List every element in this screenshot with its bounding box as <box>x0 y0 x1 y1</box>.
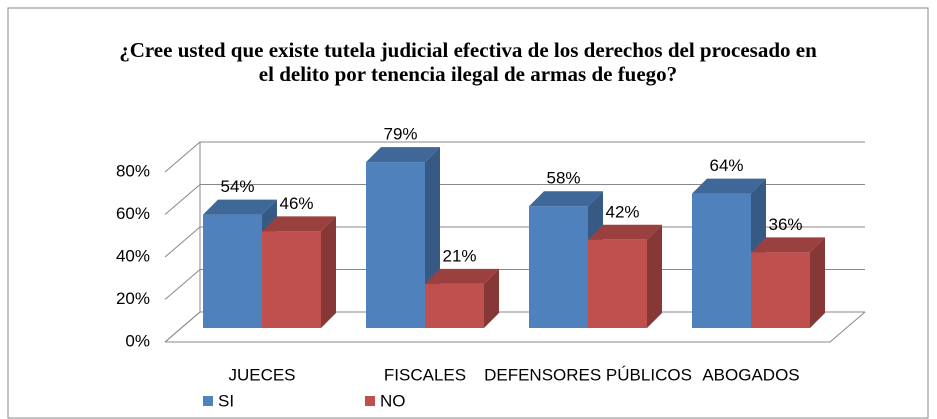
y-tick-label: 80% <box>116 161 150 180</box>
bar <box>692 193 751 328</box>
data-label: 42% <box>605 202 639 221</box>
data-label: 54% <box>220 177 254 196</box>
data-label: 58% <box>546 169 580 188</box>
legend-swatch <box>365 396 375 406</box>
data-label: 79% <box>383 125 417 144</box>
bar-top <box>751 237 825 253</box>
bar <box>529 206 588 328</box>
legend-label: NO <box>380 391 406 410</box>
bar <box>203 214 262 328</box>
bar-top <box>425 268 499 284</box>
x-tick-label: FISCALES <box>384 365 466 384</box>
x-tick-label: DEFENSORES PÚBLICOS <box>484 365 692 384</box>
bar <box>262 231 321 328</box>
bar-side <box>647 224 662 328</box>
bar-top <box>203 199 277 215</box>
bar-top <box>262 216 336 232</box>
bar-top <box>692 178 766 194</box>
bar <box>366 162 425 328</box>
data-label: 36% <box>768 215 802 234</box>
legend-label: SI <box>218 391 234 410</box>
grid-line <box>164 141 865 173</box>
data-label: 21% <box>442 246 476 265</box>
bar-side <box>810 237 825 328</box>
y-tick-label: 60% <box>116 204 150 223</box>
bar-top <box>588 224 662 240</box>
y-tick-label: 40% <box>116 246 150 265</box>
bar-side <box>321 216 336 328</box>
floor <box>165 311 866 343</box>
data-label: 64% <box>709 156 743 175</box>
chart-frame <box>7 7 929 419</box>
x-tick-label: JUECES <box>228 365 295 384</box>
grid-line <box>164 184 865 215</box>
bar-top <box>366 147 440 163</box>
x-tick-label: ABOGADOS <box>702 365 799 384</box>
bar-side <box>484 268 499 328</box>
bar <box>425 283 484 328</box>
bar <box>751 252 810 328</box>
legend-swatch <box>203 396 213 406</box>
bar <box>588 239 647 328</box>
y-tick-label: 20% <box>116 289 150 308</box>
chart-title: ¿Cree usted que existe tutela judicial e… <box>119 38 817 86</box>
data-label: 46% <box>279 194 313 213</box>
bar-top <box>529 191 603 207</box>
y-tick-label: 0% <box>125 331 150 350</box>
